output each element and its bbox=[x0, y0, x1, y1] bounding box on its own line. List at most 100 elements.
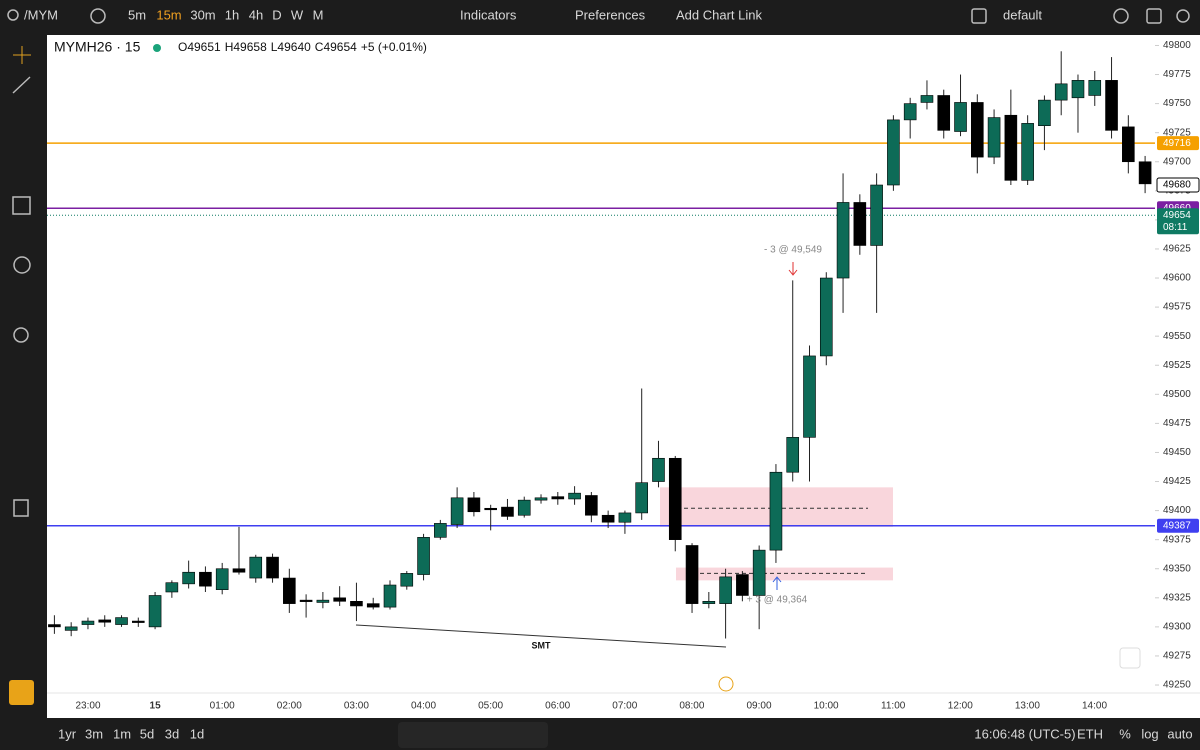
settings-icon[interactable] bbox=[1113, 8, 1129, 24]
candle-body bbox=[954, 102, 967, 132]
range[interactable]: 3m bbox=[85, 726, 103, 741]
left-toolbar bbox=[9, 46, 34, 705]
layout[interactable]: default bbox=[1003, 7, 1042, 22]
low: L49640 bbox=[271, 40, 311, 54]
candle-body bbox=[803, 355, 816, 438]
timeframe[interactable]: 1h bbox=[225, 7, 239, 22]
search-icon[interactable] bbox=[7, 9, 19, 21]
log-toggle[interactable]: log bbox=[1141, 726, 1158, 741]
candle-body bbox=[417, 537, 430, 575]
timeframe[interactable]: W bbox=[291, 7, 304, 22]
percent-toggle[interactable]: % bbox=[1119, 726, 1131, 741]
candle-body bbox=[1054, 83, 1068, 101]
candle-body bbox=[98, 619, 112, 623]
candle-body bbox=[870, 184, 883, 246]
x-tick-label: 03:00 bbox=[344, 701, 369, 712]
timeframe[interactable]: 4h bbox=[249, 7, 263, 22]
add-chart-link[interactable]: Add Chart Link bbox=[676, 7, 762, 22]
layout-icon[interactable] bbox=[971, 8, 987, 24]
price-label-bg bbox=[1157, 518, 1199, 533]
zone bbox=[676, 567, 893, 581]
candle-body bbox=[1105, 80, 1118, 131]
y-tick-label: 49625 bbox=[1163, 244, 1191, 255]
candle-body bbox=[736, 574, 749, 596]
scroll-right[interactable] bbox=[1119, 647, 1141, 669]
y-tick-label: 49550 bbox=[1163, 331, 1191, 342]
auto-toggle[interactable]: auto bbox=[1167, 726, 1192, 741]
candle-body bbox=[501, 506, 514, 517]
timeframe[interactable]: 5m bbox=[128, 7, 146, 22]
range[interactable]: 1m bbox=[113, 726, 131, 741]
zoom-tool[interactable] bbox=[13, 327, 29, 343]
x-tick-label: 07:00 bbox=[612, 701, 637, 712]
close: C49654 bbox=[315, 40, 357, 54]
range[interactable]: 5d bbox=[140, 726, 154, 741]
candle-body bbox=[786, 437, 800, 473]
replay-icon[interactable] bbox=[718, 676, 734, 692]
candle-body bbox=[350, 600, 363, 607]
y-tick-label: 49425 bbox=[1163, 476, 1191, 487]
candle-body bbox=[1122, 126, 1135, 163]
y-tick-label: 49775 bbox=[1163, 69, 1191, 80]
candle-body bbox=[182, 571, 195, 585]
candle-body bbox=[48, 624, 61, 628]
buy-annotation: + 3 @ 49,364 bbox=[747, 595, 808, 606]
x-tick-label: 08:00 bbox=[679, 701, 704, 712]
y-tick-label: 49600 bbox=[1163, 273, 1191, 284]
candle-body bbox=[115, 617, 128, 625]
y-tick-label: 49725 bbox=[1163, 127, 1191, 138]
candle-body bbox=[685, 545, 699, 604]
range[interactable]: 1yr bbox=[58, 726, 77, 741]
emoji-tool[interactable] bbox=[13, 256, 31, 274]
delete-tool[interactable] bbox=[13, 499, 29, 517]
candle-body bbox=[920, 95, 934, 103]
range[interactable]: 1d bbox=[190, 726, 204, 741]
price-label-bg bbox=[1157, 208, 1199, 235]
candle-body bbox=[400, 573, 414, 587]
sell-annotation: - 3 @ 49,549 bbox=[764, 245, 822, 256]
candle-body bbox=[283, 577, 296, 604]
candle-body bbox=[232, 568, 246, 573]
x-tick-label: 05:00 bbox=[478, 701, 503, 712]
candle-body bbox=[887, 119, 900, 186]
x-tick-label: 04:00 bbox=[411, 701, 436, 712]
candle-body bbox=[719, 576, 732, 604]
indicators[interactable]: Indicators bbox=[460, 7, 517, 22]
crosshair-label-bg bbox=[1156, 177, 1200, 193]
candle-body bbox=[1038, 99, 1051, 127]
candle-body bbox=[702, 600, 716, 604]
x-tick-label: 12:00 bbox=[948, 701, 973, 712]
add-symbol[interactable] bbox=[90, 8, 106, 24]
crosshair-label: 49680 bbox=[1163, 180, 1191, 191]
sell-arrow bbox=[788, 262, 798, 276]
y-tick-label: 49450 bbox=[1163, 447, 1191, 458]
candle-body bbox=[467, 497, 481, 513]
preferences[interactable]: Preferences bbox=[575, 7, 646, 22]
rect-tool[interactable] bbox=[12, 196, 31, 215]
candle-body bbox=[618, 512, 632, 523]
camera-icon[interactable] bbox=[1176, 9, 1190, 23]
y-tick-label: 49250 bbox=[1163, 680, 1191, 691]
timeframe[interactable]: M bbox=[313, 7, 324, 22]
candle-body bbox=[215, 568, 229, 590]
y-tick-label: 49300 bbox=[1163, 622, 1191, 633]
candle-body bbox=[1021, 123, 1034, 181]
symbol[interactable]: /MYM bbox=[24, 7, 58, 22]
timeframe[interactable]: 30m bbox=[190, 7, 215, 22]
candle-body bbox=[1088, 80, 1102, 96]
timeframe[interactable]: D bbox=[272, 7, 281, 22]
favorites[interactable] bbox=[9, 680, 34, 705]
x-tick-label: 11:00 bbox=[881, 701, 906, 712]
candle-body bbox=[836, 202, 850, 279]
line-tool[interactable] bbox=[12, 76, 31, 94]
timeframe[interactable]: 15m bbox=[156, 7, 181, 22]
candle-body bbox=[249, 556, 263, 579]
range[interactable]: 3d bbox=[165, 726, 179, 741]
candle-body bbox=[534, 497, 548, 501]
candle-body bbox=[316, 599, 330, 603]
session[interactable]: ETH bbox=[1077, 726, 1103, 741]
fullscreen-icon[interactable] bbox=[1146, 8, 1162, 24]
candle-body bbox=[450, 497, 464, 525]
candle-body bbox=[1138, 161, 1152, 185]
y-tick-label: 49400 bbox=[1163, 505, 1191, 516]
